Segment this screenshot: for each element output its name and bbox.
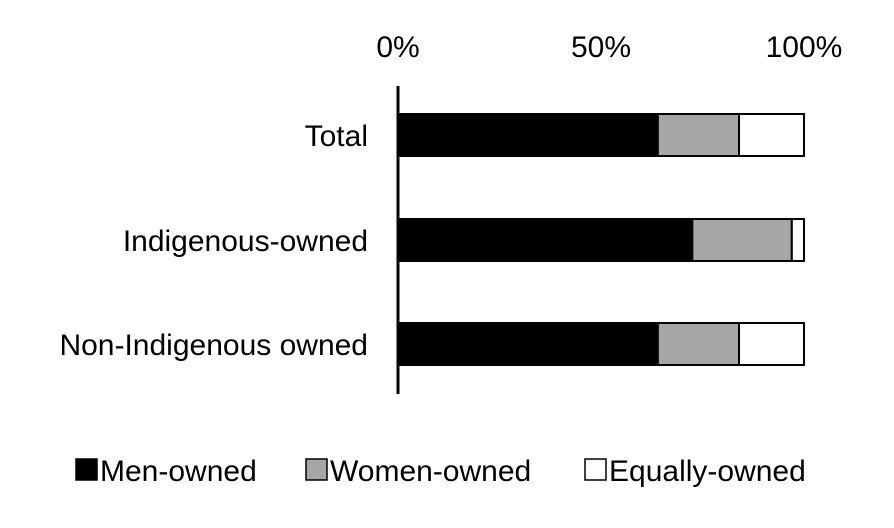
legend: Men-owned Women-owned Equally-owned	[75, 455, 806, 488]
legend-swatch-equally-owned	[584, 458, 607, 481]
category-label-total: Total	[305, 120, 368, 153]
bar-segments	[397, 113, 806, 366]
x-tick-label-1: 50%	[571, 31, 631, 64]
bar-non-indigenous-owned-equally-owned	[738, 322, 805, 366]
legend-label-men-owned: Men-owned	[100, 455, 257, 488]
category-label-non-indigenous-owned: Non-Indigenous owned	[59, 329, 368, 362]
x-axis-ticks: 0% 50% 100%	[376, 31, 842, 64]
bar-non-indigenous-owned-women-owned	[656, 322, 741, 366]
category-label-indigenous-owned: Indigenous-owned	[123, 225, 368, 258]
category-labels: Total Indigenous-owned Non-Indigenous ow…	[59, 120, 368, 362]
bar-non-indigenous-owned-men-owned	[397, 322, 659, 366]
x-tick-label-0: 0%	[376, 31, 419, 64]
bar-indigenous-owned-equally-owned	[790, 218, 806, 262]
bar-total-equally-owned	[738, 113, 805, 157]
legend-label-equally-owned: Equally-owned	[609, 455, 806, 488]
legend-swatch-women-owned	[305, 458, 328, 481]
bar-indigenous-owned-women-owned	[691, 218, 793, 262]
bar-total-men-owned	[397, 113, 659, 157]
bar-total-women-owned	[656, 113, 741, 157]
legend-label-women-owned: Women-owned	[330, 455, 531, 488]
x-tick-label-2: 100%	[766, 31, 843, 64]
legend-swatch-men-owned	[75, 458, 98, 481]
bar-indigenous-owned-men-owned	[397, 218, 694, 262]
